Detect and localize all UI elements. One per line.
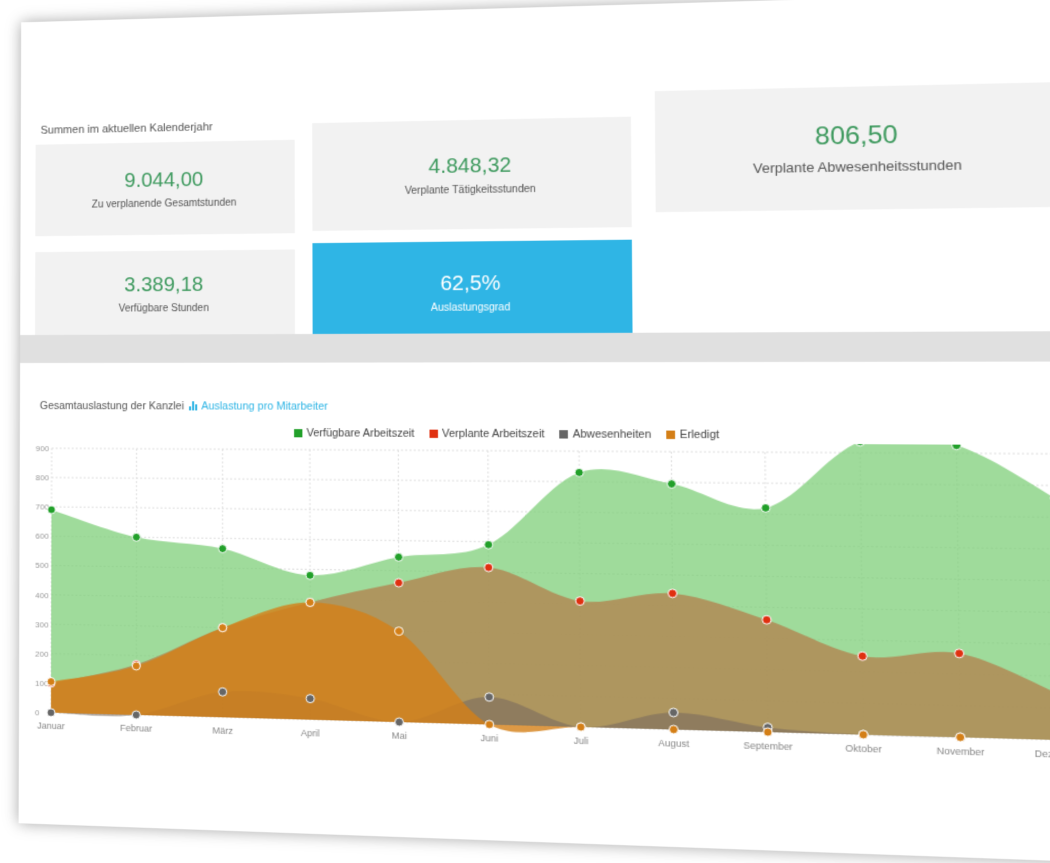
legend-swatch	[429, 430, 438, 438]
data-point-series-3	[395, 627, 404, 635]
data-point-series-3	[218, 623, 226, 631]
data-point-series-3	[576, 723, 585, 732]
data-point-series-3	[859, 730, 868, 739]
data-point-series-1	[576, 597, 585, 606]
data-point-series-3	[132, 662, 140, 670]
legend-swatch	[294, 429, 302, 437]
data-point-series-3	[956, 733, 965, 742]
legend-label: Verplante Arbeitszeit	[442, 428, 545, 441]
x-tick-label: Oktober	[845, 743, 882, 755]
legend-item[interactable]: Verplante Arbeitszeit	[429, 428, 544, 441]
data-point-series-0	[575, 468, 584, 476]
data-point-series-0	[952, 441, 961, 450]
chart-legend: Verfügbare Arbeitszeit Verplante Arbeitsz…	[294, 427, 719, 441]
data-point-series-0	[484, 540, 493, 548]
tile-value: 3.389,18	[124, 272, 203, 297]
data-point-series-0	[47, 506, 55, 514]
data-point-series-0	[306, 571, 314, 579]
y-tick-label: 0	[35, 708, 40, 717]
y-tick-label: 400	[35, 590, 49, 599]
legend-label: Abwesenheiten	[573, 428, 652, 441]
data-point-series-0	[667, 480, 676, 489]
y-tick-label: 900	[36, 444, 50, 453]
data-point-series-1	[762, 615, 771, 624]
dashboard-panel: Summen im aktuellen Kalenderjahr 9.044,0…	[19, 0, 1050, 863]
tile-label: Verplante Tätigkeitsstunden	[405, 183, 536, 196]
data-point-series-0	[218, 545, 226, 553]
legend-swatch	[560, 430, 569, 438]
data-point-series-3	[763, 728, 772, 737]
bar-chart-icon[interactable]	[189, 401, 198, 410]
utilization-per-employee-link[interactable]: Auslastung pro Mitarbeiter	[201, 400, 328, 413]
legend-item[interactable]: Verfügbare Arbeitszeit	[294, 427, 414, 440]
data-point-series-0	[761, 504, 770, 513]
tile-total-hours: 9.044,00 Zu verplanende Gesamtstunden	[35, 140, 294, 236]
legend-label: Verfügbare Arbeitszeit	[307, 427, 415, 440]
x-tick-label: November	[936, 745, 984, 757]
tile-value: 806,50	[815, 121, 898, 153]
data-point-series-3	[306, 598, 314, 606]
tile-utilization: 62,5% Auslastungsgrad	[312, 240, 632, 344]
x-tick-label: April	[301, 728, 320, 739]
x-tick-label: Januar	[37, 720, 65, 731]
data-point-series-1	[394, 579, 402, 587]
chart-title: Gesamtauslastung der Kanzlei	[40, 400, 184, 412]
tile-planned-activity-hours: 4.848,32 Verplante Tätigkeitsstunden	[312, 117, 632, 231]
x-tick-label: Dezember	[1035, 748, 1050, 760]
data-point-series-2	[306, 694, 314, 702]
tile-label: Verfügbare Stunden	[119, 302, 209, 314]
tile-available-hours: 3.389,18 Verfügbare Stunden	[35, 249, 295, 336]
x-tick-label: Februar	[120, 723, 152, 734]
legend-swatch	[667, 431, 676, 439]
data-point-series-0	[394, 553, 402, 561]
x-tick-label: Mai	[392, 730, 407, 741]
data-point-series-1	[955, 649, 964, 658]
tile-label: Zu verplanende Gesamtstunden	[92, 197, 237, 210]
legend-label: Erledigt	[680, 429, 720, 442]
data-point-series-2	[47, 708, 55, 716]
data-point-series-3	[47, 678, 55, 686]
x-tick-label: September	[743, 740, 793, 752]
y-tick-label: 500	[35, 561, 49, 570]
data-point-series-1	[484, 563, 493, 571]
data-point-series-2	[219, 688, 227, 696]
y-tick-label: 600	[35, 532, 49, 541]
data-point-series-2	[485, 693, 494, 702]
tile-planned-absence-hours: 806,50 Verplante Abwesenheitsstunden	[655, 82, 1050, 212]
area-chart: 0100200300400500600700800900JanuarFebrua…	[19, 440, 1050, 840]
data-point-series-2	[395, 718, 404, 727]
data-point-series-0	[132, 533, 140, 541]
y-tick-label: 200	[35, 649, 49, 658]
chart-header: Gesamtauslastung der Kanzlei Auslastung …	[40, 400, 328, 413]
tile-label: Auslastungsgrad	[431, 302, 510, 314]
data-point-series-1	[858, 652, 867, 661]
tile-value: 9.044,00	[124, 167, 203, 192]
x-tick-label: März	[212, 725, 233, 736]
x-tick-label: Juli	[574, 735, 589, 746]
data-point-series-0	[855, 440, 864, 446]
y-tick-label: 800	[36, 473, 50, 482]
data-point-series-1	[668, 589, 677, 598]
summary-title: Summen im aktuellen Kalenderjahr	[41, 121, 213, 137]
legend-item[interactable]: Abwesenheiten	[560, 428, 652, 441]
data-point-series-3	[485, 720, 494, 729]
tile-value: 62,5%	[440, 271, 501, 296]
legend-item[interactable]: Erledigt	[667, 428, 720, 441]
data-point-series-2	[132, 711, 140, 719]
y-tick-label: 300	[35, 620, 49, 629]
x-tick-label: Juni	[481, 733, 499, 744]
tile-value: 4.848,32	[428, 153, 511, 179]
data-point-series-2	[669, 708, 678, 717]
data-point-series-3	[669, 725, 678, 734]
x-tick-label: August	[658, 738, 690, 750]
section-divider	[20, 331, 1050, 363]
tile-label: Verplante Abwesenheitsstunden	[753, 157, 962, 176]
